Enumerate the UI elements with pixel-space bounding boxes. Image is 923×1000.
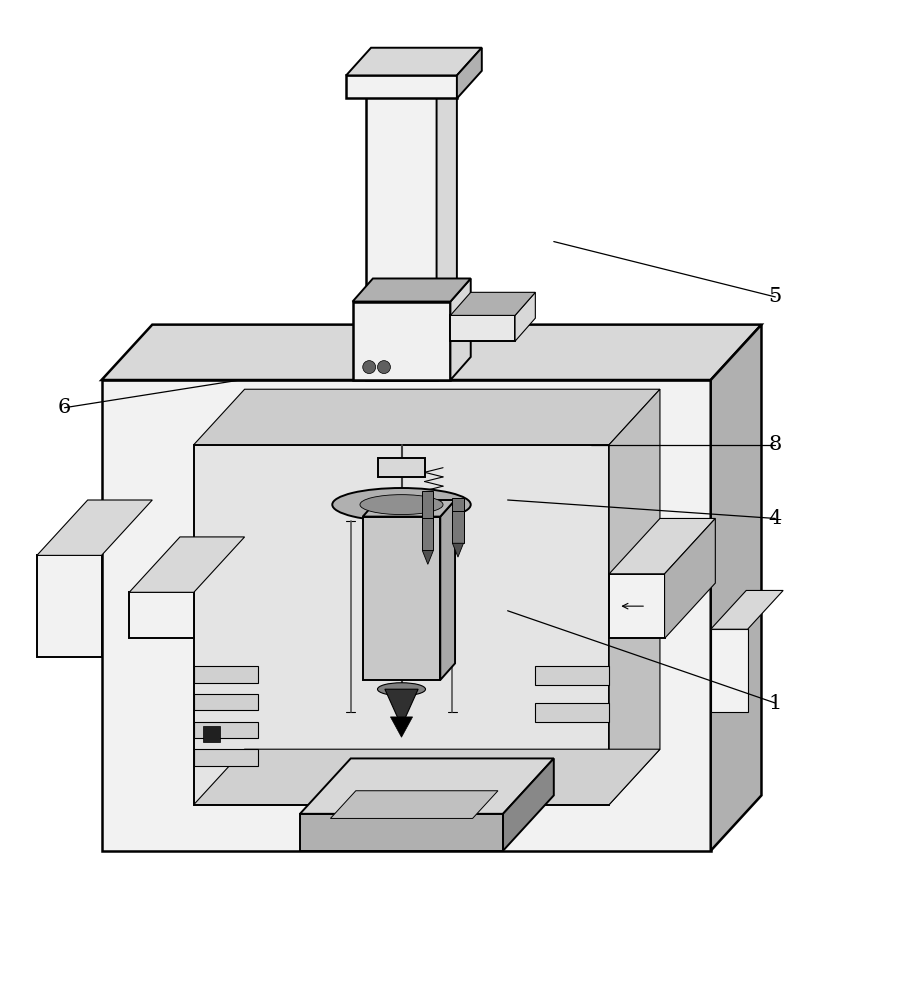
Polygon shape	[390, 717, 413, 737]
Polygon shape	[711, 325, 761, 851]
Polygon shape	[452, 531, 463, 544]
Text: 4: 4	[769, 509, 782, 528]
Ellipse shape	[360, 495, 443, 515]
Polygon shape	[452, 511, 463, 543]
Polygon shape	[194, 722, 258, 738]
Polygon shape	[129, 537, 245, 592]
Polygon shape	[102, 325, 761, 380]
Polygon shape	[711, 590, 783, 629]
Polygon shape	[203, 726, 220, 742]
Ellipse shape	[378, 683, 426, 696]
Polygon shape	[366, 75, 437, 380]
Polygon shape	[452, 543, 463, 557]
Polygon shape	[194, 749, 660, 805]
Polygon shape	[300, 814, 503, 851]
Polygon shape	[37, 500, 152, 555]
Polygon shape	[609, 518, 715, 574]
Polygon shape	[423, 523, 434, 537]
Polygon shape	[346, 48, 482, 75]
Text: 8: 8	[769, 435, 782, 454]
Polygon shape	[503, 758, 554, 851]
Polygon shape	[535, 703, 609, 722]
Polygon shape	[423, 550, 434, 564]
Polygon shape	[711, 629, 748, 712]
Ellipse shape	[332, 488, 471, 521]
Polygon shape	[450, 292, 535, 315]
Text: 5: 5	[769, 287, 782, 306]
Polygon shape	[423, 518, 434, 550]
Polygon shape	[129, 592, 194, 638]
Polygon shape	[440, 500, 455, 680]
Polygon shape	[452, 498, 463, 531]
Polygon shape	[378, 458, 425, 477]
Polygon shape	[450, 278, 471, 380]
Polygon shape	[665, 518, 715, 638]
Circle shape	[363, 361, 376, 374]
Polygon shape	[300, 758, 554, 814]
Circle shape	[378, 361, 390, 374]
Polygon shape	[515, 292, 535, 341]
Polygon shape	[194, 445, 609, 805]
Polygon shape	[450, 315, 515, 341]
Polygon shape	[609, 574, 665, 638]
Polygon shape	[385, 689, 418, 726]
Polygon shape	[102, 380, 711, 851]
Text: 6: 6	[58, 398, 71, 417]
Polygon shape	[37, 555, 102, 657]
Polygon shape	[609, 389, 660, 805]
Polygon shape	[457, 48, 482, 98]
Polygon shape	[363, 517, 440, 680]
Polygon shape	[363, 500, 455, 517]
Polygon shape	[423, 491, 434, 523]
Polygon shape	[330, 791, 498, 818]
Polygon shape	[353, 278, 471, 302]
Text: 1: 1	[769, 694, 782, 713]
Polygon shape	[437, 52, 457, 380]
Polygon shape	[194, 694, 258, 710]
Polygon shape	[535, 666, 609, 685]
Polygon shape	[194, 666, 258, 683]
Polygon shape	[353, 302, 450, 380]
Polygon shape	[194, 749, 258, 766]
Polygon shape	[346, 75, 457, 98]
Polygon shape	[194, 389, 660, 445]
